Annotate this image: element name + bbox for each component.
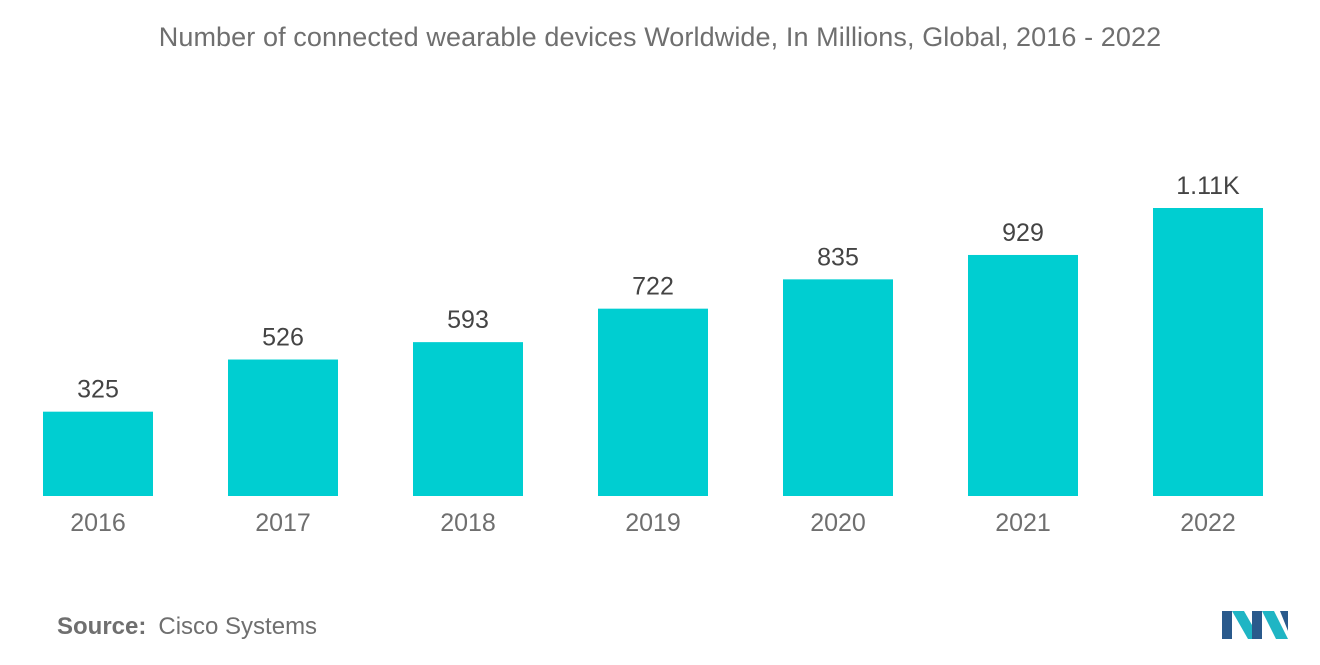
bar-chart: 325 2016 526 2017 593 2018 722 2019 835 2020 929 20… <box>43 172 1263 537</box>
x-tick-label-2016: 2016 <box>70 509 126 537</box>
value-label-2018: 593 <box>447 306 489 334</box>
logo-right-bar <box>1280 611 1288 631</box>
chart-title: Number of connected wearable devices Wor… <box>158 22 1162 52</box>
bar-2016 <box>43 411 153 496</box>
value-label-2021: 929 <box>1002 219 1044 247</box>
bar-2018 <box>413 342 523 496</box>
logo-right-diagonal <box>1262 611 1288 639</box>
bar-2020 <box>783 279 893 496</box>
bar-2022 <box>1153 208 1263 496</box>
source-label: Source: <box>57 613 147 640</box>
company-logo-icon <box>1222 611 1288 639</box>
bar-2017 <box>228 359 338 496</box>
value-label-2022: 1.11K <box>1176 172 1240 200</box>
x-tick-label-2021: 2021 <box>995 509 1051 537</box>
value-label-2020: 835 <box>817 243 859 271</box>
logo-middle-bar <box>1252 611 1262 639</box>
value-label-2017: 526 <box>262 324 304 352</box>
x-tick-label-2020: 2020 <box>810 509 866 537</box>
bar-2019 <box>598 308 708 496</box>
source-note: Source: Cisco Systems <box>57 613 317 641</box>
x-tick-label-2017: 2017 <box>255 509 311 537</box>
logo-left-bar <box>1222 611 1232 639</box>
x-tick-label-2019: 2019 <box>625 509 681 537</box>
value-label-2019: 722 <box>632 273 674 301</box>
x-tick-label-2022: 2022 <box>1180 509 1236 537</box>
source-value: Cisco Systems <box>158 613 318 640</box>
value-label-2016: 325 <box>77 376 119 404</box>
bar-2021 <box>968 254 1078 496</box>
x-tick-label-2018: 2018 <box>440 509 496 537</box>
